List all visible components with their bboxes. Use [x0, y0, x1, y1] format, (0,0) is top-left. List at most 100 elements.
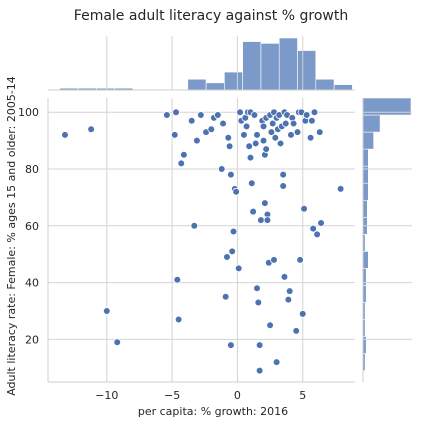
- scatter-point: [285, 287, 294, 295]
- right-hist-bar: [362, 131, 374, 150]
- x-axis-label: per capita: % growth: 2016: [138, 405, 288, 418]
- scatter-point: [163, 111, 171, 119]
- scatter-point: [219, 119, 227, 128]
- top-hist-bar: [333, 84, 353, 91]
- right-hist-bar: [362, 182, 369, 201]
- scatter-point: [292, 327, 301, 335]
- scatter-point: [253, 131, 261, 139]
- scatter-point: [284, 295, 293, 304]
- scatter-point: [309, 224, 317, 233]
- scatter-point: [246, 153, 255, 162]
- scatter-point: [172, 108, 180, 116]
- scatter-point: [259, 122, 268, 131]
- scatter-point: [245, 142, 253, 151]
- scatter-point: [253, 284, 261, 293]
- scatter-point: [279, 182, 287, 190]
- scatter-point: [296, 256, 304, 264]
- top-hist-bar: [205, 82, 225, 91]
- scatter-point: [240, 131, 248, 139]
- y-tick-label: 60: [25, 220, 39, 233]
- scatter-point: [281, 119, 290, 128]
- x-axis-ticks: −10 −5 0 5: [95, 389, 306, 402]
- scatter-point: [302, 111, 311, 119]
- top-hist-bar: [260, 43, 280, 91]
- scatter-point: [300, 204, 308, 213]
- scatter-point: [255, 341, 264, 349]
- right-hist-bar: [362, 114, 381, 133]
- scatter-point: [61, 131, 69, 139]
- scatter-point: [261, 199, 269, 207]
- scatter-point: [224, 133, 233, 142]
- scatter-point: [234, 264, 243, 273]
- scatter-point: [266, 321, 274, 330]
- x-tick-label: −10: [95, 389, 118, 402]
- scatter-point: [293, 128, 302, 136]
- scatter-point: [306, 133, 315, 142]
- top-hist-bar: [297, 50, 317, 91]
- scatter-point: [268, 119, 277, 128]
- scatter-point: [313, 230, 321, 239]
- scatter-point: [272, 358, 281, 366]
- scatter-point: [232, 187, 240, 196]
- right-hist-bar: [362, 251, 369, 269]
- right-hist-bar: [362, 148, 369, 167]
- chart-title: Female adult literacy against % growth: [74, 8, 348, 24]
- scatter-point: [276, 139, 285, 148]
- scatter-point: [173, 275, 182, 284]
- scatter-point: [289, 119, 298, 128]
- scatter-point: [262, 145, 270, 153]
- scatter-point: [197, 111, 205, 119]
- scatter-point: [247, 179, 256, 188]
- scatter-point: [102, 307, 111, 315]
- scatter-point: [214, 111, 222, 119]
- scatter-point: [187, 116, 196, 125]
- scatter-point: [317, 219, 325, 227]
- scatter-point: [227, 341, 235, 349]
- y-tick-label: 40: [25, 277, 39, 290]
- scatter-point: [251, 139, 260, 148]
- top-hist-bar: [315, 78, 335, 91]
- scatter-point: [249, 207, 257, 216]
- main-plot-spines: [47, 89, 364, 383]
- scatter-points: [61, 108, 345, 375]
- scatter-point: [170, 131, 179, 139]
- scatter-point: [263, 216, 272, 224]
- scatter-point: [177, 159, 186, 168]
- scatter-point: [315, 128, 324, 136]
- scatter-point: [280, 273, 289, 281]
- scatter-point: [279, 170, 287, 179]
- scatter-point: [180, 151, 188, 159]
- scatter-point: [255, 366, 264, 375]
- scatter-point: [336, 185, 345, 193]
- right-marginal-histogram: [362, 97, 412, 371]
- scatter-point: [257, 216, 265, 224]
- y-axis-ticks: 20 40 60 80 100: [18, 106, 39, 346]
- scatter-point: [228, 247, 237, 256]
- top-hist-bar: [224, 71, 243, 91]
- scatter-point: [223, 253, 231, 261]
- scatter-point: [250, 111, 259, 119]
- scatter-point: [207, 125, 216, 134]
- scatter-point: [254, 298, 263, 307]
- x-tick-label: −5: [164, 389, 180, 402]
- y-axis-label: Adult literacy rate: Female: % ages 15 a…: [5, 76, 18, 396]
- scatter-point: [298, 310, 307, 318]
- scatter-point: [271, 133, 280, 142]
- scatter-point: [236, 108, 244, 116]
- top-hist-bar: [278, 37, 298, 91]
- scatter-point: [310, 108, 319, 116]
- scatter-point: [190, 222, 199, 230]
- scatter-point: [193, 136, 201, 145]
- scatter-point: [221, 292, 230, 301]
- scatter-point: [229, 227, 238, 236]
- y-tick-label: 20: [25, 333, 39, 346]
- scatter-point: [225, 142, 234, 151]
- scatter-point: [259, 136, 268, 145]
- scatter-point: [287, 131, 295, 139]
- scatter-point: [227, 170, 235, 179]
- right-hist-bar: [362, 199, 368, 218]
- y-tick-label: 100: [18, 106, 39, 119]
- y-tick-label: 80: [25, 163, 39, 176]
- scatter-point: [242, 122, 251, 131]
